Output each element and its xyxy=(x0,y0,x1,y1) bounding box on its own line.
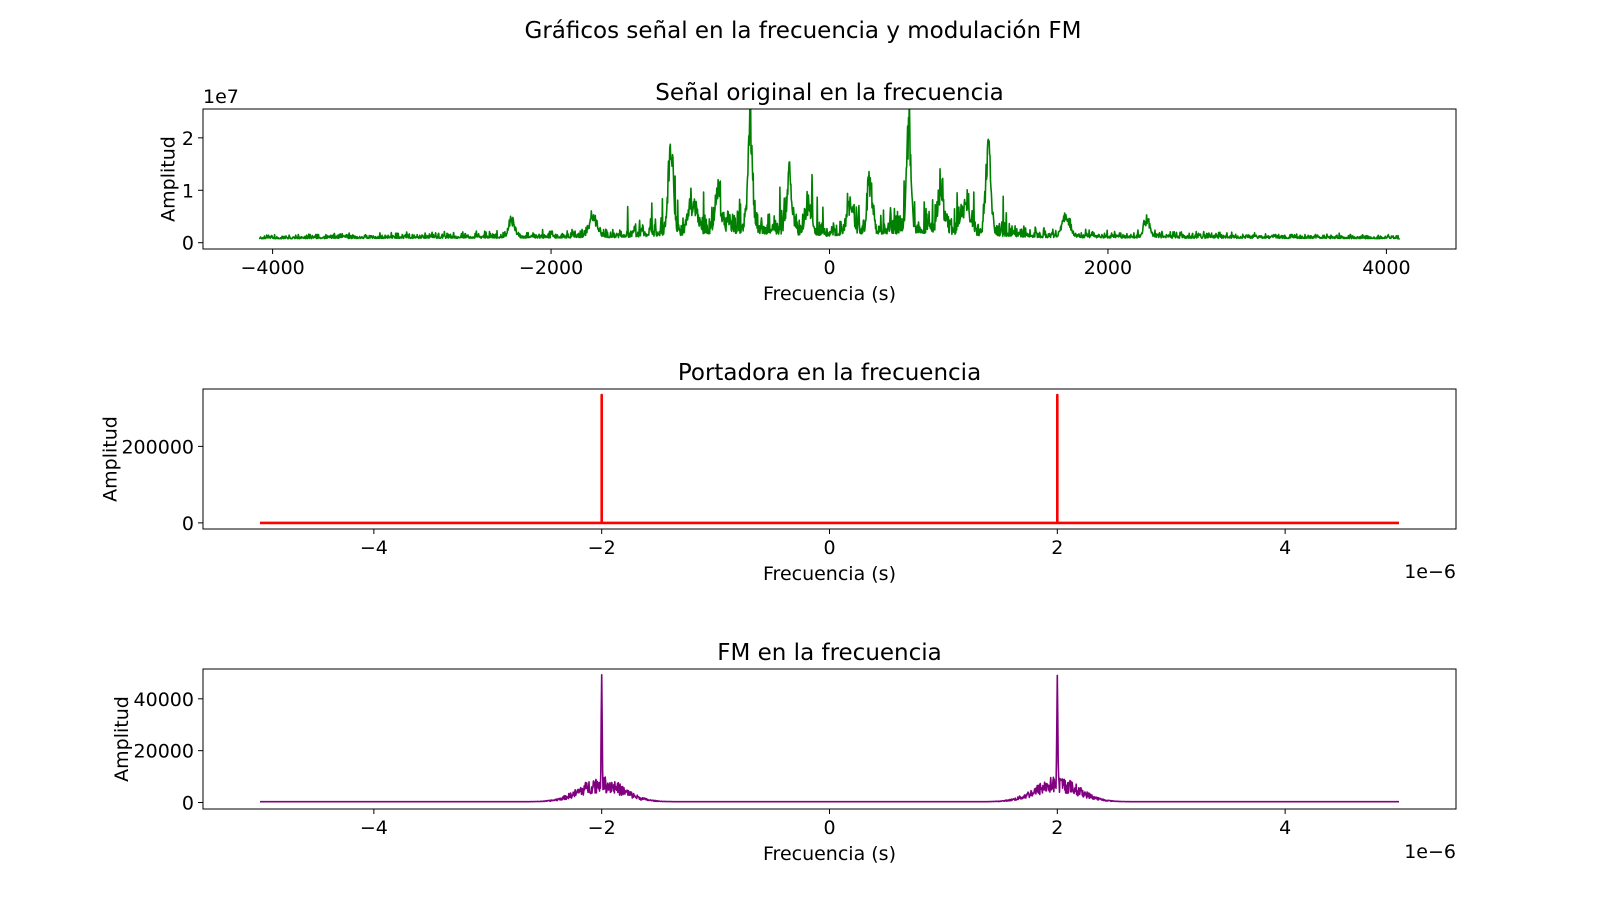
chart-panel-3: FM en la frecuencia −4 −2 0 2 4 0 20000 40000 Fre… xyxy=(111,640,1457,865)
x-offset-label: 1e−6 xyxy=(1404,561,1456,583)
x-tick-label: 4000 xyxy=(1362,257,1410,279)
chart-panel-2: Portadora en la frecuencia −4 −2 0 2 4 0 200000… xyxy=(99,360,1457,585)
x-axis-label: Frecuencia (s) xyxy=(763,283,896,305)
y-tick-label: 2 xyxy=(182,128,194,150)
y-offset-label: 1e7 xyxy=(203,86,239,108)
series-line xyxy=(259,674,1400,803)
x-tick-label: 4 xyxy=(1279,537,1291,559)
y-tick-label: 0 xyxy=(182,233,194,255)
x-tick-label: 2 xyxy=(1051,817,1063,839)
y-tick-label: 200000 xyxy=(121,436,194,458)
x-tick-label: 4 xyxy=(1279,817,1291,839)
panel-title: Señal original en la frecuencia xyxy=(655,80,1004,106)
data-series xyxy=(259,674,1400,803)
x-tick-label: 0 xyxy=(823,537,835,559)
y-tick-label: 1 xyxy=(182,180,194,202)
x-tick-label: −4 xyxy=(360,537,388,559)
data-series xyxy=(258,109,1401,240)
panel-title: FM en la frecuencia xyxy=(717,640,942,666)
data-series xyxy=(260,393,1399,525)
x-axis-label: Frecuencia (s) xyxy=(763,843,896,865)
x-tick-label: 2 xyxy=(1051,537,1063,559)
x-tick-label: −2 xyxy=(588,817,616,839)
y-axis-label: Amplitud xyxy=(157,136,179,222)
panels: Señal original en la frecuencia−4000 −200… xyxy=(99,80,1457,865)
x-axis-label: Frecuencia (s) xyxy=(763,563,896,585)
y-axis-label: Amplitud xyxy=(99,416,121,502)
y-tick-label: 0 xyxy=(182,793,194,815)
panel-title: Portadora en la frecuencia xyxy=(678,360,981,386)
x-tick-label: −2000 xyxy=(519,257,583,279)
x-tick-label: 0 xyxy=(823,257,835,279)
series-line xyxy=(260,393,1399,525)
x-tick-label: −2 xyxy=(588,537,616,559)
x-tick-label: −4000 xyxy=(240,257,304,279)
figure-suptitle: Gráficos señal en la frecuencia y modula… xyxy=(525,18,1082,44)
y-axis-label: Amplitud xyxy=(111,696,133,782)
x-offset-label: 1e−6 xyxy=(1404,841,1456,863)
series-line xyxy=(258,109,1401,240)
x-tick-label: 0 xyxy=(823,817,835,839)
y-tick-label: 40000 xyxy=(134,689,194,711)
y-tick-label: 20000 xyxy=(134,741,194,763)
chart-panel-1: Señal original en la frecuencia −4000 −200… xyxy=(157,80,1457,305)
x-tick-label: −4 xyxy=(360,817,388,839)
y-tick-label: 0 xyxy=(182,513,194,535)
x-tick-label: 2000 xyxy=(1084,257,1132,279)
